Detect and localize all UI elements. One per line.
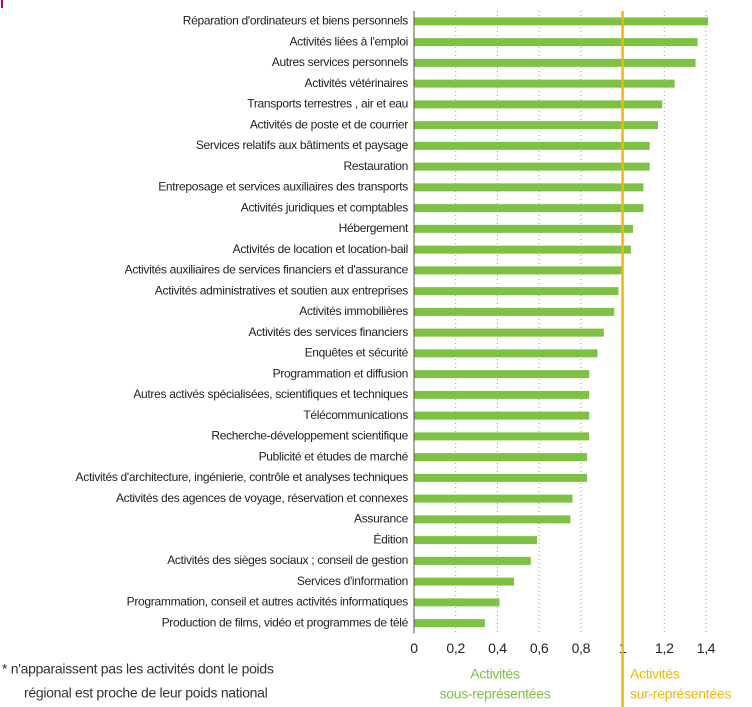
bar	[414, 183, 644, 192]
x-tick-label: 0,4	[488, 640, 507, 656]
y-tick-label: Activités des sièges sociaux ; conseil d…	[167, 553, 408, 567]
x-tick-label: 0,8	[572, 640, 591, 656]
bar	[414, 307, 615, 316]
y-tick-label: Programmation et diffusion	[273, 366, 408, 380]
bar	[414, 287, 619, 296]
y-tick-label: Activités vétérinaires	[305, 76, 409, 90]
footnote: * n'apparaissent pas les activités dont …	[2, 661, 274, 677]
bar	[414, 370, 590, 379]
y-tick-label: Activités de location et location-bail	[233, 242, 408, 256]
bar	[414, 515, 571, 524]
bar	[414, 17, 709, 26]
bar	[414, 432, 590, 441]
y-tick-label: Édition	[373, 531, 408, 546]
y-tick-label: Publicité et études de marché	[259, 449, 409, 463]
bar	[414, 100, 663, 109]
bar	[414, 411, 590, 420]
y-tick-label: Télécommunications	[303, 408, 408, 422]
legend-label: Activités	[470, 666, 520, 682]
footnote: régional est proche de leur poids nation…	[24, 685, 268, 701]
x-tick-label: 0	[410, 640, 418, 656]
bar	[414, 577, 515, 586]
y-tick-label: Autres services personnels	[272, 55, 409, 69]
y-tick-label: Activités auxiliaires de services financ…	[125, 263, 409, 277]
y-tick-label: Réparation d'ordinateurs et biens person…	[183, 14, 409, 28]
x-tick-label: 1,4	[697, 640, 716, 656]
y-tick-label: Activités immobilières	[299, 304, 408, 318]
bar	[414, 536, 538, 545]
bar	[414, 349, 598, 358]
y-tick-label: Hébergement	[339, 221, 409, 235]
x-tick-label: 0,6	[530, 640, 549, 656]
bar	[414, 390, 590, 399]
legend-label: sur-représentées	[630, 686, 731, 702]
legend-label: sous-représentées	[440, 686, 551, 702]
y-tick-label: Activités juridiques et comptables	[241, 200, 409, 214]
bar	[414, 245, 631, 254]
y-tick-label: Restauration	[344, 159, 408, 173]
x-tick-label: 0,2	[446, 640, 465, 656]
bar	[414, 328, 604, 337]
bar	[414, 598, 500, 607]
bar	[414, 266, 623, 275]
y-tick-label: Transports terrestres , air et eau	[247, 97, 408, 111]
y-tick-label: Services relatifs aux bâtiments et paysa…	[196, 138, 409, 152]
bar	[414, 121, 659, 130]
bar	[414, 556, 531, 565]
y-tick-label: Programmation, conseil et autres activit…	[127, 595, 409, 609]
y-tick-label: Recherche-développement scientifique	[211, 429, 408, 443]
y-tick-label: Activités de poste et de courrier	[250, 117, 408, 131]
bar	[414, 204, 644, 213]
y-tick-label: Entreposage et services auxiliaires des …	[158, 180, 408, 194]
y-tick-label: Autres activés spécialisées, scientifiqu…	[133, 387, 408, 401]
bar	[414, 224, 633, 233]
y-tick-label: Assurance	[354, 512, 409, 526]
bar	[414, 162, 650, 171]
legend-label: Activités	[630, 666, 680, 682]
bar	[414, 473, 588, 482]
bar	[414, 619, 485, 628]
y-tick-label: Activités d'architecture, ingénierie, co…	[76, 470, 409, 484]
y-tick-label: Activités des agences de voyage, réserva…	[116, 491, 408, 505]
y-tick-label: Activités administratives et soutien aux…	[155, 283, 408, 297]
bar	[414, 453, 588, 462]
bar	[414, 494, 573, 503]
y-tick-label: Activités des services financiers	[249, 325, 409, 339]
bar	[414, 141, 650, 150]
y-tick-label: Production de films, vidéo et programmes…	[162, 615, 409, 629]
y-tick-label: Activités liées à l'emploi	[289, 34, 408, 48]
bar	[414, 79, 675, 88]
y-tick-label: Enquêtes et sécurité	[305, 346, 409, 360]
x-tick-label: 1,2	[655, 640, 674, 656]
bar	[414, 38, 698, 47]
y-tick-label: Services d'information	[297, 574, 408, 588]
bar	[414, 58, 696, 67]
